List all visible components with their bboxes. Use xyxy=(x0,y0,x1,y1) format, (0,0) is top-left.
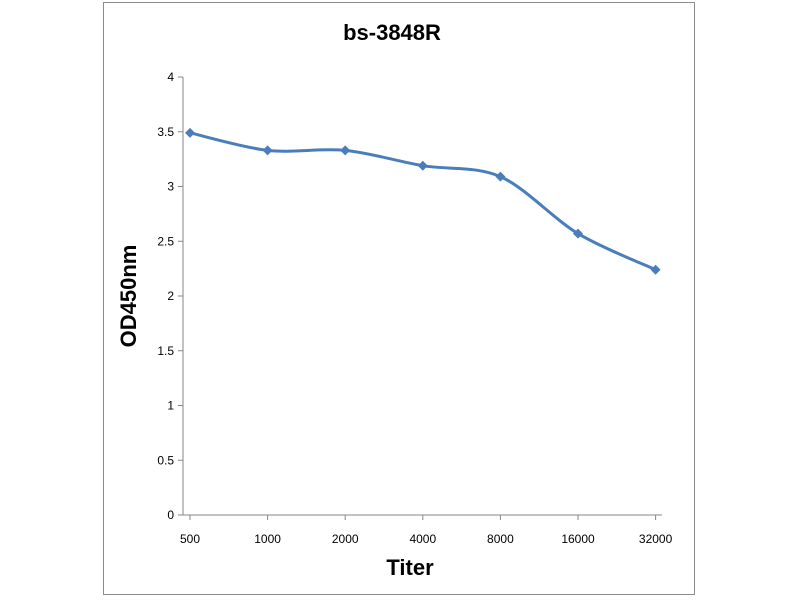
y-tick-label: 3 xyxy=(167,180,174,194)
x-tick-label: 32000 xyxy=(639,532,673,546)
y-tick-label: 3.5 xyxy=(157,125,174,139)
y-tick-label: 0.5 xyxy=(157,453,174,467)
series-layer xyxy=(185,127,661,275)
x-tick-label: 500 xyxy=(180,532,200,546)
chart-frame xyxy=(103,2,695,595)
y-axis-label: OD450nm xyxy=(116,245,141,348)
x-tick-label: 4000 xyxy=(409,532,436,546)
x-axis-label: Titer xyxy=(386,555,434,580)
x-ticks: 500 1000 2000 4000 8000 16000 32000 xyxy=(180,515,673,546)
y-tick-label: 2 xyxy=(167,289,174,303)
y-tick-label: 1.5 xyxy=(157,344,174,358)
data-point-marker xyxy=(573,228,583,239)
data-point-marker xyxy=(185,127,195,138)
data-point-marker xyxy=(262,145,273,156)
data-point-marker xyxy=(650,264,661,275)
y-ticks: 0 0.5 1 1.5 2 2.5 3 3.5 4 xyxy=(157,70,183,522)
data-point-marker xyxy=(340,145,351,156)
y-tick-label: 4 xyxy=(167,70,174,84)
y-tick-label: 2.5 xyxy=(157,234,174,248)
series-line xyxy=(188,131,658,272)
x-tick-label: 16000 xyxy=(561,532,595,546)
x-tick-label: 8000 xyxy=(487,532,514,546)
y-tick-label: 1 xyxy=(167,399,174,413)
y-tick-label: 0 xyxy=(167,508,174,522)
data-point-marker xyxy=(417,160,428,171)
x-tick-label: 2000 xyxy=(332,532,359,546)
chart-title: bs-3848R xyxy=(343,20,441,45)
x-tick-label: 1000 xyxy=(254,532,281,546)
data-point-marker xyxy=(495,171,506,182)
